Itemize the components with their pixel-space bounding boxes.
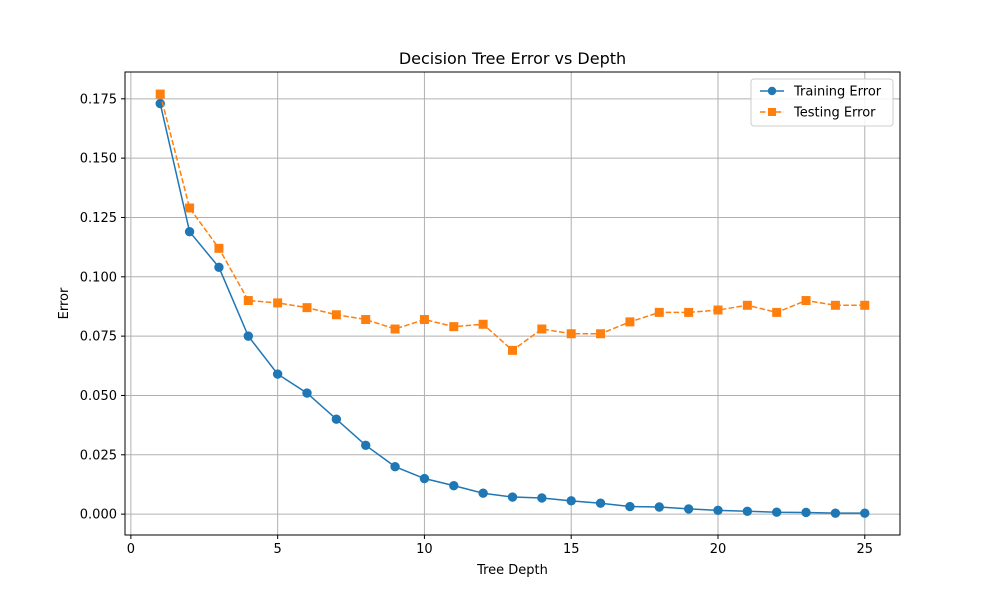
- data-point: [185, 203, 195, 213]
- data-point: [507, 492, 518, 502]
- x-tick-label: 0: [127, 542, 135, 557]
- x-tick-label: 10: [416, 542, 433, 557]
- legend-marker: [767, 86, 777, 96]
- legend-label: Testing Error: [793, 106, 876, 121]
- data-point: [390, 324, 400, 334]
- data-point: [155, 89, 165, 99]
- data-point: [742, 506, 753, 516]
- data-point: [684, 307, 694, 317]
- data-point: [625, 317, 635, 327]
- data-point: [331, 310, 341, 320]
- y-tick-label: 0.050: [80, 389, 117, 404]
- y-tick-label: 0.175: [80, 92, 117, 107]
- y-tick-label: 0.150: [80, 152, 117, 167]
- data-point: [860, 300, 870, 310]
- data-point: [390, 461, 400, 472]
- data-point: [449, 322, 459, 332]
- y-tick-label: 0.000: [80, 508, 117, 523]
- data-point: [155, 98, 165, 109]
- data-point: [595, 498, 606, 508]
- data-point: [537, 493, 547, 503]
- y-tick-label: 0.025: [80, 448, 117, 463]
- data-point: [273, 298, 283, 308]
- data-point: [537, 324, 547, 334]
- legend-box: [750, 78, 894, 127]
- data-point: [596, 329, 606, 339]
- data-point: [860, 508, 870, 518]
- legend: Training Error Testing Error: [750, 78, 894, 127]
- data-point: [508, 345, 517, 355]
- data-point: [214, 262, 224, 273]
- data-point: [184, 227, 195, 237]
- series-testing-error: [155, 89, 870, 355]
- grid: [125, 72, 900, 535]
- data-point: [654, 307, 664, 317]
- data-point: [361, 315, 371, 325]
- data-point: [772, 307, 782, 317]
- legend-marker: [768, 108, 776, 116]
- x-axis-label: Tree Depth: [476, 563, 548, 578]
- data-point: [302, 303, 312, 313]
- data-point: [331, 414, 342, 424]
- data-point: [830, 300, 840, 310]
- x-tick-label: 25: [856, 542, 873, 557]
- data-point: [361, 440, 371, 450]
- x-tick-label: 15: [563, 542, 580, 557]
- x-tick-label: 20: [710, 542, 727, 557]
- data-point: [830, 508, 841, 518]
- data-point: [772, 507, 782, 517]
- y-tick-label: 0.125: [80, 211, 117, 226]
- series-layer: [155, 89, 870, 518]
- x-tick-label: 5: [274, 542, 282, 557]
- data-point: [713, 305, 723, 315]
- data-point: [214, 243, 224, 253]
- y-tick-label: 0.075: [80, 330, 117, 345]
- data-point: [243, 331, 253, 341]
- data-point: [478, 488, 488, 498]
- chart-title: Decision Tree Error vs Depth: [399, 49, 626, 68]
- data-point: [302, 388, 312, 398]
- ticks: 0 5 10 15 20 25 0.000 0.025 0.050 0.075 0.100 0.125…: [80, 92, 873, 557]
- data-point: [419, 473, 430, 484]
- plot-frame: [124, 71, 901, 536]
- series-training-error: [155, 98, 870, 518]
- data-point: [419, 315, 429, 325]
- data-point: [566, 496, 576, 506]
- data-point: [713, 505, 723, 516]
- data-point: [566, 329, 576, 339]
- y-axis-label: Error: [57, 287, 72, 319]
- data-point: [272, 369, 283, 379]
- data-point: [478, 319, 488, 329]
- legend-label: Training Error: [793, 85, 882, 100]
- data-point: [243, 296, 253, 306]
- y-tick-label: 0.100: [80, 270, 117, 285]
- data-point: [742, 300, 752, 310]
- data-point: [683, 504, 694, 514]
- data-point: [449, 480, 459, 491]
- data-point: [625, 501, 635, 512]
- data-point: [801, 507, 811, 518]
- data-point: [801, 296, 811, 306]
- data-point: [654, 502, 664, 512]
